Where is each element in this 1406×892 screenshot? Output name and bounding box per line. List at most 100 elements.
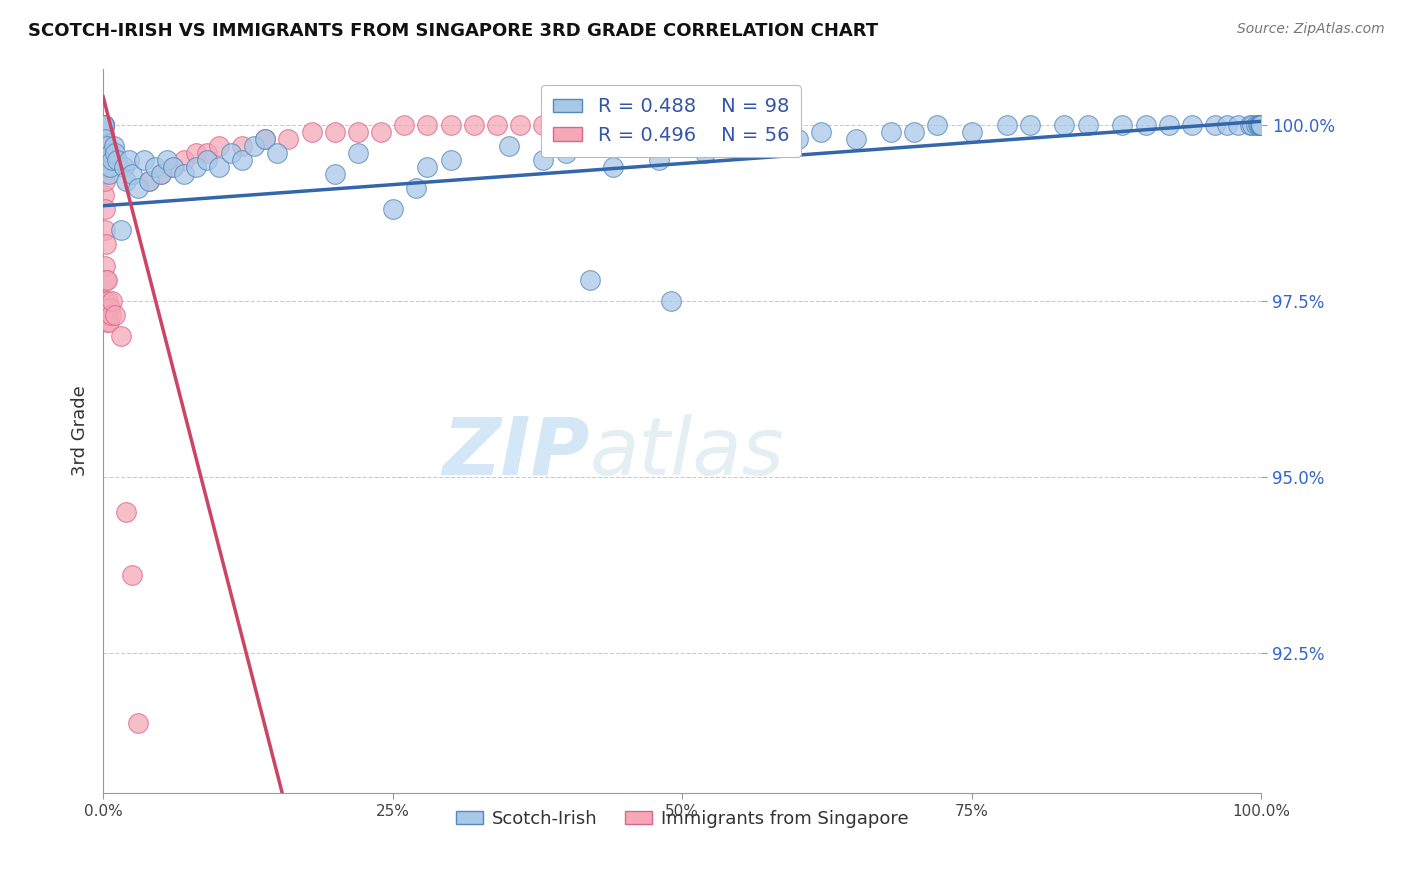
Point xyxy=(381,202,404,217)
Point xyxy=(98,301,121,315)
Point xyxy=(105,153,128,167)
Y-axis label: 3rd Grade: 3rd Grade xyxy=(72,385,89,476)
Point xyxy=(100,308,122,322)
Point xyxy=(94,145,117,160)
Point xyxy=(150,167,173,181)
Point xyxy=(741,132,763,146)
Point xyxy=(613,139,636,153)
Point xyxy=(94,272,117,286)
Point xyxy=(110,329,132,343)
Point xyxy=(648,153,671,167)
Point xyxy=(1250,118,1272,132)
Point xyxy=(93,118,115,132)
Point xyxy=(624,118,647,132)
Point xyxy=(101,153,124,167)
Point xyxy=(787,132,810,146)
Point xyxy=(104,308,127,322)
Point xyxy=(1247,118,1270,132)
Point xyxy=(1181,118,1204,132)
Point xyxy=(1053,118,1076,132)
Point xyxy=(509,118,531,132)
Point xyxy=(96,308,118,322)
Point xyxy=(173,167,195,181)
Point xyxy=(1250,118,1272,132)
Point xyxy=(208,160,231,174)
Point xyxy=(127,716,149,731)
Text: Source: ZipAtlas.com: Source: ZipAtlas.com xyxy=(1237,22,1385,37)
Point xyxy=(115,505,138,519)
Point xyxy=(880,125,903,139)
Point xyxy=(195,153,218,167)
Point xyxy=(94,223,117,237)
Point xyxy=(93,118,115,132)
Point xyxy=(555,145,578,160)
Point xyxy=(347,125,370,139)
Point xyxy=(1250,118,1272,132)
Point xyxy=(347,145,370,160)
Point xyxy=(96,272,118,286)
Point xyxy=(254,132,277,146)
Point xyxy=(117,153,139,167)
Legend: Scotch-Irish, Immigrants from Singapore: Scotch-Irish, Immigrants from Singapore xyxy=(449,803,915,835)
Point xyxy=(1250,118,1272,132)
Point xyxy=(143,160,166,174)
Point xyxy=(416,160,439,174)
Point xyxy=(138,174,160,188)
Point xyxy=(485,118,508,132)
Point xyxy=(266,145,288,160)
Point xyxy=(960,125,983,139)
Point xyxy=(96,315,118,329)
Point xyxy=(93,153,115,167)
Point xyxy=(138,174,160,188)
Point xyxy=(93,153,115,167)
Text: atlas: atlas xyxy=(589,414,785,491)
Point xyxy=(231,153,253,167)
Point xyxy=(439,118,461,132)
Point xyxy=(242,139,264,153)
Point xyxy=(659,293,682,308)
Point xyxy=(96,139,118,153)
Point xyxy=(578,118,600,132)
Point xyxy=(555,118,578,132)
Point xyxy=(1239,118,1261,132)
Point xyxy=(254,132,277,146)
Point xyxy=(1135,118,1157,132)
Point xyxy=(121,167,143,181)
Point xyxy=(578,272,600,286)
Point xyxy=(150,167,173,181)
Point xyxy=(100,145,122,160)
Point xyxy=(94,202,117,217)
Point xyxy=(184,145,207,160)
Point xyxy=(208,139,231,153)
Point xyxy=(97,315,120,329)
Point xyxy=(93,139,115,153)
Point xyxy=(156,153,179,167)
Point xyxy=(96,160,118,174)
Point xyxy=(277,132,299,146)
Point xyxy=(93,132,115,146)
Point xyxy=(94,259,117,273)
Point xyxy=(323,167,346,181)
Point xyxy=(173,153,195,167)
Point xyxy=(1250,118,1272,132)
Point xyxy=(184,160,207,174)
Point xyxy=(1018,118,1040,132)
Point xyxy=(903,125,925,139)
Point xyxy=(301,125,323,139)
Point xyxy=(845,132,868,146)
Point xyxy=(370,125,392,139)
Point xyxy=(103,139,125,153)
Point xyxy=(93,118,115,132)
Point xyxy=(93,167,115,181)
Point xyxy=(728,125,751,139)
Point xyxy=(531,153,554,167)
Point xyxy=(405,181,427,195)
Point xyxy=(1250,118,1272,132)
Point xyxy=(602,118,624,132)
Point xyxy=(94,293,117,308)
Point xyxy=(925,118,948,132)
Point xyxy=(121,568,143,582)
Point xyxy=(1250,118,1272,132)
Point xyxy=(695,145,717,160)
Point xyxy=(416,118,439,132)
